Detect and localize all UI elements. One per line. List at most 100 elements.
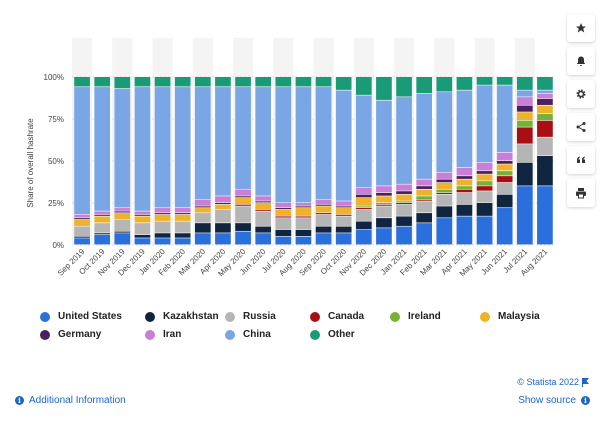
bar-segment[interactable]: [416, 186, 433, 189]
bar-segment[interactable]: [295, 77, 312, 87]
bar-segment[interactable]: [436, 179, 453, 183]
bar-segment[interactable]: [315, 214, 332, 226]
bar-segment[interactable]: [476, 77, 493, 85]
bar-segment[interactable]: [476, 162, 493, 171]
bar-segment[interactable]: [174, 233, 191, 238]
bar-segment[interactable]: [275, 229, 292, 236]
show-source-link[interactable]: Show source i: [518, 395, 590, 406]
bar-segment[interactable]: [134, 238, 151, 245]
additional-information-link[interactable]: i Additional Information: [15, 395, 126, 406]
legend-item[interactable]: Russia: [225, 311, 276, 322]
bar-segment[interactable]: [295, 236, 312, 245]
cite-button[interactable]: [567, 146, 595, 174]
bar-segment[interactable]: [114, 77, 131, 89]
bar-segment[interactable]: [537, 155, 553, 186]
bar-segment[interactable]: [94, 223, 111, 233]
bar-segment[interactable]: [355, 208, 372, 210]
bar-segment[interactable]: [335, 233, 352, 245]
bar-segment[interactable]: [194, 233, 211, 245]
bar-segment[interactable]: [235, 223, 251, 231]
bar-segment[interactable]: [215, 203, 231, 205]
bar-segment[interactable]: [295, 206, 312, 208]
bar-segment[interactable]: [94, 216, 111, 223]
bar-segment[interactable]: [396, 97, 412, 184]
bar-segment[interactable]: [476, 186, 493, 191]
bar-segment[interactable]: [376, 218, 392, 228]
bar-segment[interactable]: [396, 77, 412, 97]
bar-segment[interactable]: [396, 201, 412, 203]
bar-segment[interactable]: [94, 214, 111, 216]
bar-segment[interactable]: [74, 226, 90, 236]
bar-segment[interactable]: [476, 85, 493, 163]
bar-segment[interactable]: [496, 152, 513, 161]
bar-segment[interactable]: [476, 181, 493, 186]
bar-segment[interactable]: [355, 206, 372, 208]
bar-segment[interactable]: [74, 219, 90, 226]
settings-button[interactable]: [567, 80, 595, 108]
bar-segment[interactable]: [275, 87, 292, 203]
legend-item[interactable]: Iran: [145, 329, 181, 340]
bar-segment[interactable]: [396, 203, 412, 205]
bar-segment[interactable]: [235, 189, 251, 196]
bar-segment[interactable]: [315, 213, 332, 215]
bar-segment[interactable]: [295, 203, 312, 206]
legend-item[interactable]: United States: [40, 311, 122, 322]
bar-segment[interactable]: [174, 87, 191, 208]
bar-segment[interactable]: [355, 77, 372, 95]
bar-segment[interactable]: [537, 98, 553, 105]
bar-segment[interactable]: [174, 238, 191, 245]
bar-segment[interactable]: [74, 236, 90, 238]
bar-segment[interactable]: [315, 87, 332, 200]
bar-segment[interactable]: [456, 192, 473, 205]
bar-segment[interactable]: [114, 213, 131, 220]
bar-segment[interactable]: [295, 208, 312, 216]
bar-segment[interactable]: [255, 209, 272, 211]
bar-segment[interactable]: [516, 144, 533, 163]
bar-segment[interactable]: [416, 77, 433, 94]
bar-segment[interactable]: [134, 216, 151, 223]
bar-segment[interactable]: [215, 223, 231, 233]
bar-segment[interactable]: [315, 77, 332, 87]
bar-segment[interactable]: [215, 196, 231, 203]
bar-segment[interactable]: [335, 90, 352, 201]
legend-item[interactable]: Malaysia: [480, 311, 540, 322]
bar-segment[interactable]: [215, 204, 231, 210]
bar-segment[interactable]: [436, 206, 453, 218]
bar-segment[interactable]: [255, 201, 272, 203]
bar-segment[interactable]: [114, 211, 131, 213]
bar-segment[interactable]: [174, 214, 191, 221]
bar-segment[interactable]: [537, 120, 553, 137]
bar-segment[interactable]: [194, 213, 211, 223]
bar-segment[interactable]: [476, 203, 493, 216]
bar-segment[interactable]: [315, 206, 332, 213]
bar-segment[interactable]: [496, 77, 513, 85]
bar-segment[interactable]: [537, 113, 553, 121]
bar-segment[interactable]: [537, 77, 553, 90]
bar-segment[interactable]: [94, 233, 111, 235]
bar-segment[interactable]: [275, 209, 292, 216]
bar-segment[interactable]: [315, 199, 332, 205]
bar-segment[interactable]: [134, 234, 151, 238]
bar-segment[interactable]: [416, 196, 433, 200]
bar-segment[interactable]: [134, 214, 151, 216]
bar-segment[interactable]: [496, 171, 513, 176]
bar-segment[interactable]: [255, 87, 272, 196]
bar-segment[interactable]: [235, 196, 251, 198]
bar-segment[interactable]: [215, 209, 231, 223]
bar-segment[interactable]: [335, 201, 352, 206]
legend-item[interactable]: China: [225, 329, 271, 340]
bar-segment[interactable]: [114, 231, 131, 233]
bar-segment[interactable]: [74, 238, 90, 245]
bar-segment[interactable]: [275, 218, 292, 230]
bar-segment[interactable]: [436, 194, 453, 206]
bar-segment[interactable]: [295, 216, 312, 218]
bar-segment[interactable]: [355, 187, 372, 194]
legend-item[interactable]: Canada: [310, 311, 364, 322]
bar-segment[interactable]: [194, 199, 211, 206]
bar-segment[interactable]: [436, 218, 453, 245]
bar-segment[interactable]: [496, 208, 513, 245]
bar-segment[interactable]: [235, 87, 251, 189]
bar-segment[interactable]: [516, 105, 533, 112]
bar-segment[interactable]: [476, 174, 493, 181]
bar-segment[interactable]: [516, 112, 533, 121]
